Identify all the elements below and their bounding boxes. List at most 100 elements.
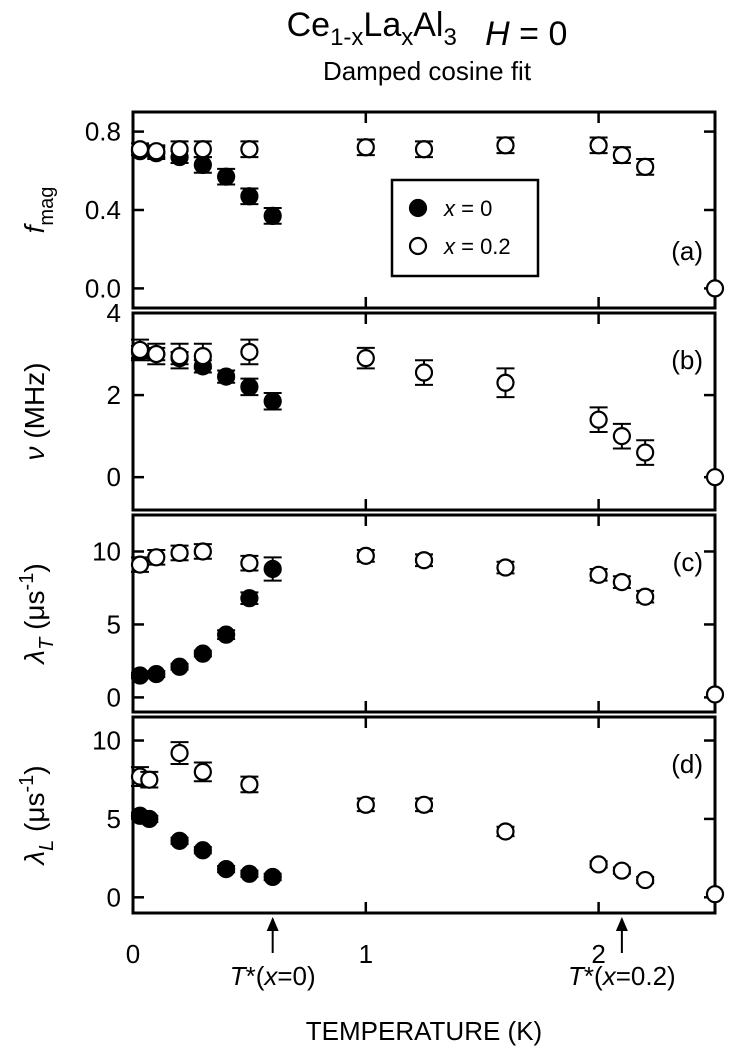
data-point-open <box>612 861 631 880</box>
data-point-filled <box>217 167 236 186</box>
panel-frame <box>131 715 717 915</box>
data-point-open <box>147 142 166 161</box>
data-point-open <box>147 344 166 364</box>
y-tick-label: 4 <box>107 298 121 328</box>
y-tick-label: 0.8 <box>85 117 121 147</box>
data-point-open <box>589 855 608 874</box>
panel-d: 0 5 10 (d) λL (μs-1) <box>16 715 725 915</box>
y-tick-label: 0 <box>107 682 121 712</box>
arrow-head <box>615 917 628 931</box>
data-point-open <box>193 762 212 781</box>
data-point-filled <box>240 187 259 206</box>
data-point-filled <box>140 809 159 829</box>
series-x=0.2 <box>130 136 725 298</box>
data-point-filled <box>193 644 212 663</box>
series-x=0 <box>130 556 282 685</box>
x-axis: 0 1 2 T*(x=0) T*(x=0.2) <box>126 917 676 991</box>
data-point-open <box>636 443 655 462</box>
annotation-tstar: T*(x=0) <box>230 917 316 991</box>
series-x=0.2 <box>130 741 725 904</box>
panels: 0.0 0.4 0.8 (a) fmag x = 0 x = 0.2 0 2 4 (b) ν (MHz… <box>16 110 725 915</box>
panel-c: 0 5 10 (c) λT (μs-1) <box>16 513 725 714</box>
x-axis-label: TEMPERATURE (K) <box>306 1016 542 1046</box>
data-point-filled <box>170 831 189 850</box>
data-point-open <box>193 346 212 366</box>
panel-b: 0 2 4 (b) ν (MHz) <box>19 298 725 512</box>
data-point-open <box>705 885 725 904</box>
data-point-filled <box>240 864 259 883</box>
data-point-open <box>705 685 725 704</box>
data-point-filled <box>263 559 282 579</box>
data-point-open <box>589 410 608 429</box>
panel-label: (d) <box>671 749 703 779</box>
data-point-filled <box>263 392 282 411</box>
data-point-filled <box>240 589 259 608</box>
y-tick-label: 5 <box>107 609 121 639</box>
y-tick-label: 5 <box>107 804 121 834</box>
panel-frame <box>131 311 717 512</box>
data-point-filled <box>170 657 189 676</box>
legend-marker-open <box>408 236 428 256</box>
legend-label: x = 0 <box>443 196 492 221</box>
data-point-open <box>496 558 515 577</box>
data-point-open <box>130 340 150 360</box>
data-point-open <box>612 573 631 592</box>
panel-a: 0.0 0.4 0.8 (a) fmag x = 0 x = 0.2 <box>19 110 725 310</box>
panel-frame <box>131 513 717 714</box>
data-point-open <box>496 373 515 392</box>
series-x=0.2 <box>130 338 725 487</box>
y-tick-label: 0.0 <box>85 273 121 303</box>
data-point-open <box>170 140 189 159</box>
data-point-open <box>130 555 150 574</box>
data-point-filled <box>217 367 236 386</box>
panel-label: (a) <box>671 236 703 266</box>
series-x=0 <box>130 806 282 887</box>
data-point-open <box>414 551 434 570</box>
legend-label: x = 0.2 <box>443 234 511 259</box>
legend: x = 0 x = 0.2 <box>390 178 540 278</box>
y-tick-label: 0 <box>107 462 121 492</box>
data-point-filled <box>217 859 236 879</box>
data-point-open <box>612 427 631 446</box>
data-point-filled <box>263 206 282 225</box>
panel-label: (c) <box>673 547 703 577</box>
data-point-filled <box>263 867 282 887</box>
data-point-open <box>240 140 259 159</box>
data-point-open <box>240 342 259 362</box>
annotation-label: T*(x=0.2) <box>568 961 676 991</box>
data-point-open <box>636 587 655 606</box>
data-point-open <box>589 136 608 155</box>
data-point-open <box>496 136 515 155</box>
data-point-open <box>356 349 375 368</box>
data-point-open <box>705 468 725 487</box>
legend-marker-filled <box>408 198 428 218</box>
y-axis-label: fmag <box>19 187 58 234</box>
data-point-open <box>193 542 212 561</box>
annotation-tstar: T*(x=0.2) <box>568 917 676 991</box>
data-point-open <box>589 565 608 584</box>
data-point-open <box>193 140 212 159</box>
data-point-open <box>636 870 655 890</box>
data-point-open <box>240 554 259 573</box>
legend-box <box>390 178 540 278</box>
data-point-open <box>170 346 189 366</box>
annotation-label: T*(x=0) <box>230 961 316 991</box>
y-tick-label: 0 <box>107 882 121 912</box>
data-point-filled <box>240 377 259 396</box>
data-point-open <box>170 543 189 563</box>
y-axis-label: λL (μs-1) <box>16 765 58 866</box>
data-point-open <box>636 157 655 176</box>
y-tick-label: 0.4 <box>85 195 121 225</box>
data-point-open <box>496 822 515 841</box>
data-point-open <box>130 140 150 159</box>
data-point-filled <box>217 625 236 644</box>
x-tick-label: 0 <box>126 939 140 969</box>
data-point-filled <box>130 666 150 685</box>
data-point-open <box>414 363 434 382</box>
x-tick-label: 1 <box>359 939 373 969</box>
y-axis-label: ν (MHz) <box>19 363 50 461</box>
data-point-open <box>612 146 631 165</box>
chart-title: Ce1-xLaxAl3 H = 0 <box>287 6 568 53</box>
panel-label: (b) <box>671 345 703 375</box>
